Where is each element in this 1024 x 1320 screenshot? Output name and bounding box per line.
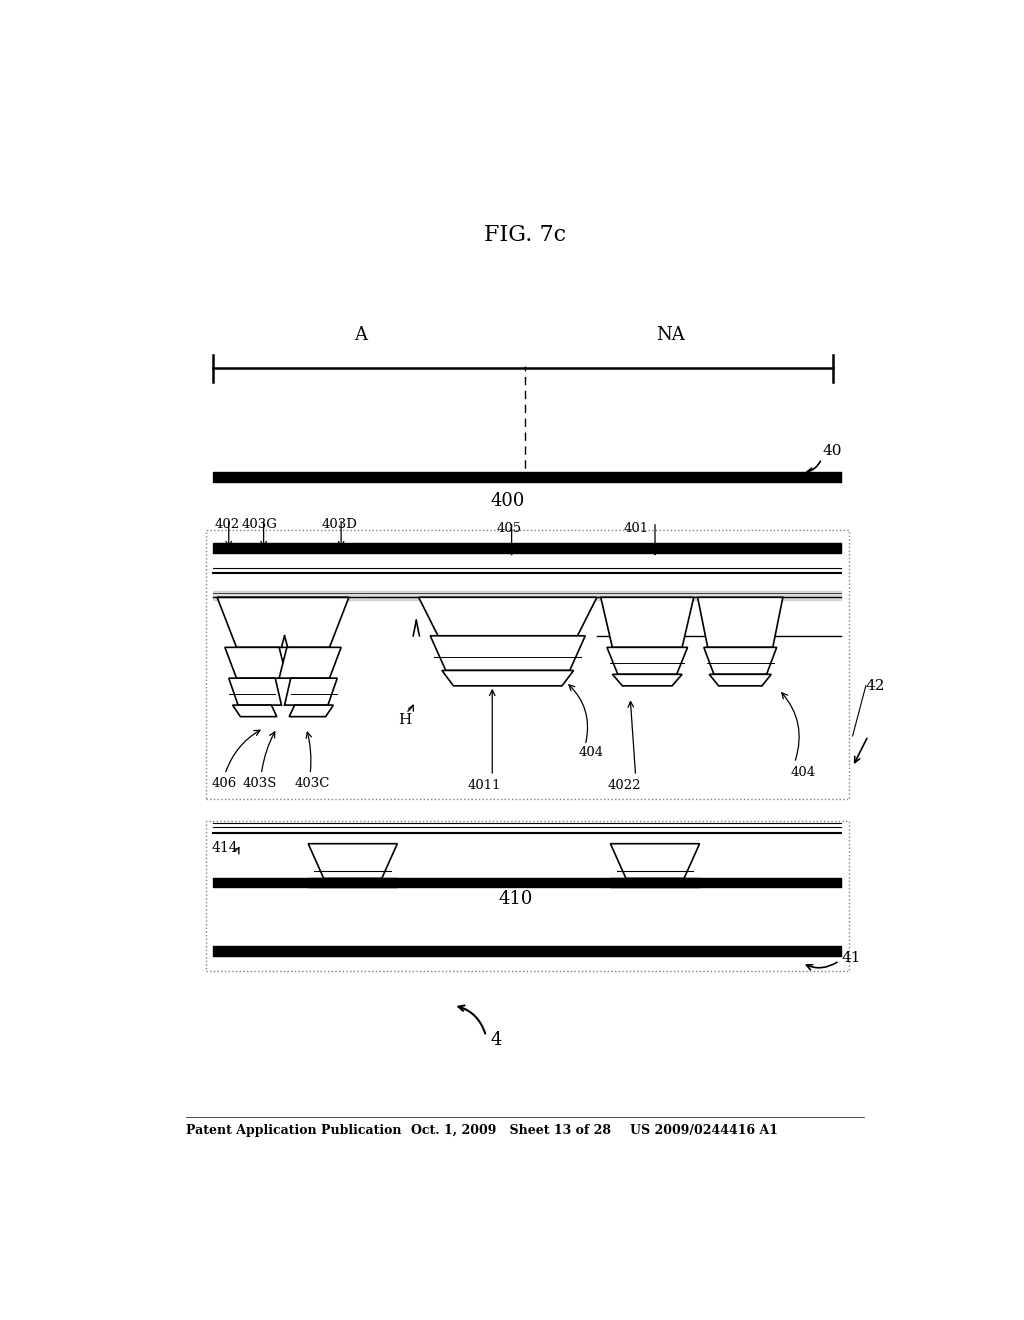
Text: 4011: 4011 [468,779,502,792]
Text: Oct. 1, 2009   Sheet 13 of 28: Oct. 1, 2009 Sheet 13 of 28 [411,1123,611,1137]
Text: 403G: 403G [242,517,278,531]
Polygon shape [442,671,573,686]
Polygon shape [419,598,597,636]
Text: FIG. 7c: FIG. 7c [483,224,566,247]
Polygon shape [232,705,276,717]
Polygon shape [710,675,771,686]
Text: 404: 404 [791,766,816,779]
Text: 41: 41 [841,950,860,965]
Bar [206,529,849,799]
Polygon shape [225,647,287,678]
Text: 414: 414 [212,841,239,854]
Polygon shape [285,678,337,705]
Text: 402: 402 [215,517,240,531]
Text: 42: 42 [866,678,886,693]
Polygon shape [697,598,783,647]
Text: H: H [397,714,411,727]
Text: US 2009/0244416 A1: US 2009/0244416 A1 [630,1123,778,1137]
Text: 410: 410 [499,890,532,908]
Text: Patent Application Publication: Patent Application Publication [186,1123,401,1137]
Polygon shape [607,647,687,675]
Polygon shape [430,636,586,671]
Text: 40: 40 [822,444,842,458]
Text: 403C: 403C [295,777,330,791]
Text: 401: 401 [624,521,649,535]
Text: 4022: 4022 [607,779,641,792]
Polygon shape [217,598,349,647]
Text: 403S: 403S [243,777,278,791]
Bar [206,821,849,970]
Text: 406: 406 [212,777,237,791]
Polygon shape [703,647,776,675]
Polygon shape [308,843,397,878]
Text: A: A [354,326,367,345]
Text: 4021: 4021 [460,644,494,657]
Text: 405: 405 [496,521,521,535]
Text: 400: 400 [490,492,525,510]
Text: 404: 404 [579,746,604,759]
Text: 4: 4 [490,1031,502,1049]
Polygon shape [289,705,334,717]
Text: 403D: 403D [322,517,357,531]
Polygon shape [610,843,699,878]
Polygon shape [280,647,341,678]
Text: NA: NA [656,326,685,345]
Polygon shape [228,678,282,705]
Polygon shape [601,598,693,647]
Polygon shape [612,675,682,686]
